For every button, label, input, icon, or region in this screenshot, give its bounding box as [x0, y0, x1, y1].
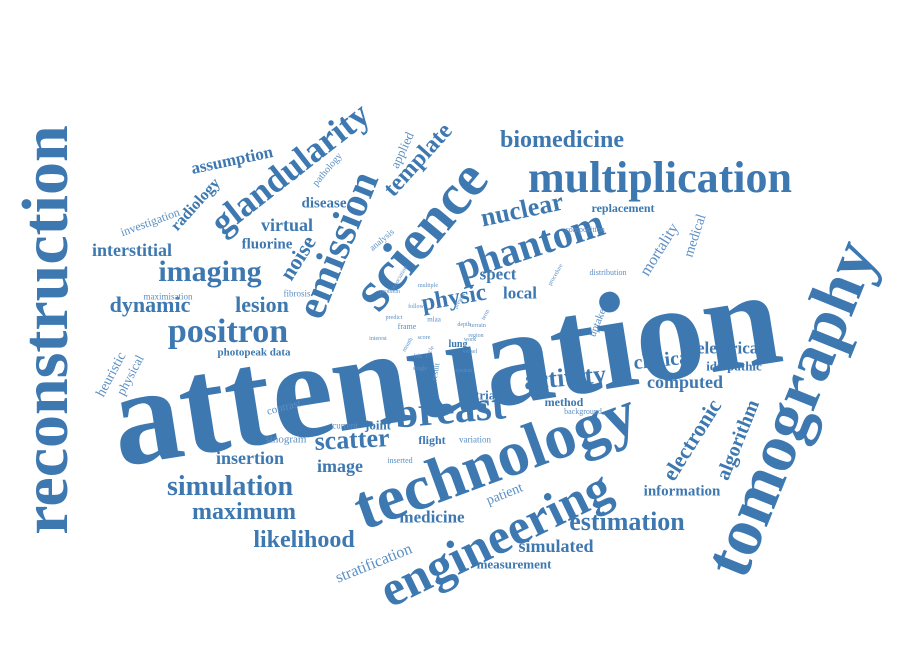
- word-estimation: estimation: [569, 507, 685, 536]
- word-background: background: [564, 407, 602, 416]
- word-depth: depth: [457, 322, 471, 328]
- word-interest: interest: [369, 336, 387, 342]
- word-multiple: multiple: [418, 283, 438, 289]
- word-electrical: electrical: [696, 338, 764, 358]
- word-local: local: [503, 283, 537, 303]
- word-inserted: inserted: [387, 456, 413, 465]
- word-mlaa: mlaa: [427, 315, 441, 324]
- word-problem: problem: [380, 289, 400, 295]
- word-likelihood: likelihood: [253, 527, 355, 553]
- word-distribution: distribution: [589, 268, 627, 277]
- word-composition: composition: [565, 225, 605, 234]
- word-predict: predict: [385, 315, 403, 321]
- word-simulated: simulated: [518, 536, 594, 556]
- word-life: life: [414, 354, 422, 360]
- word-terrain: terrain: [470, 323, 486, 329]
- word-virtual: virtual: [261, 215, 313, 235]
- word-work: work: [463, 337, 477, 343]
- word-maximisation: maximisation: [143, 291, 193, 302]
- word-reconstruction: reconstruction: [9, 125, 82, 535]
- word-region: region: [468, 333, 484, 339]
- word-information: information: [643, 483, 721, 500]
- word-computed: computed: [647, 372, 723, 392]
- word-replacement: replacement: [591, 201, 655, 215]
- word-vessel: vessel: [462, 349, 478, 355]
- word-idiopathic: idiopathic: [706, 358, 762, 374]
- word-follow: follow: [408, 304, 424, 310]
- word-joint: joint: [365, 417, 391, 433]
- word-single: single: [412, 366, 428, 372]
- word-simulation: simulation: [166, 471, 294, 502]
- word-fibrosis: fibrosis: [283, 288, 311, 299]
- word-interstitial: interstitial: [92, 240, 172, 260]
- word-system: system: [455, 368, 473, 374]
- word-flight: flight: [418, 433, 446, 447]
- word-lung: lung: [448, 339, 468, 350]
- word-medicine: medicine: [399, 507, 465, 527]
- word-measurement: measurement: [476, 556, 552, 572]
- word-multiplication: multiplication: [527, 153, 793, 202]
- word-maximum: maximum: [192, 499, 296, 525]
- word-image: image: [317, 456, 363, 476]
- word-score: score: [417, 335, 431, 341]
- word-sinogram: sinogram: [265, 433, 307, 446]
- word-photopeak-data: photopeak data: [217, 346, 291, 359]
- word-insertion: insertion: [215, 448, 285, 468]
- word-fluorine: fluorine: [241, 236, 293, 253]
- word-imaging: imaging: [158, 255, 262, 288]
- word-current: current: [332, 420, 358, 431]
- word-spect: spect: [479, 264, 517, 284]
- word-disease: disease: [301, 195, 347, 212]
- word-frame: frame: [397, 322, 417, 331]
- word-lesion: lesion: [235, 292, 289, 317]
- word-trial: trial: [475, 387, 499, 403]
- word-biomedicine: biomedicine: [500, 127, 624, 153]
- word-method: method: [544, 395, 584, 409]
- word-variation: variation: [459, 434, 491, 445]
- word-dynamic: dynamic: [109, 292, 191, 317]
- word-positron: positron: [167, 313, 289, 350]
